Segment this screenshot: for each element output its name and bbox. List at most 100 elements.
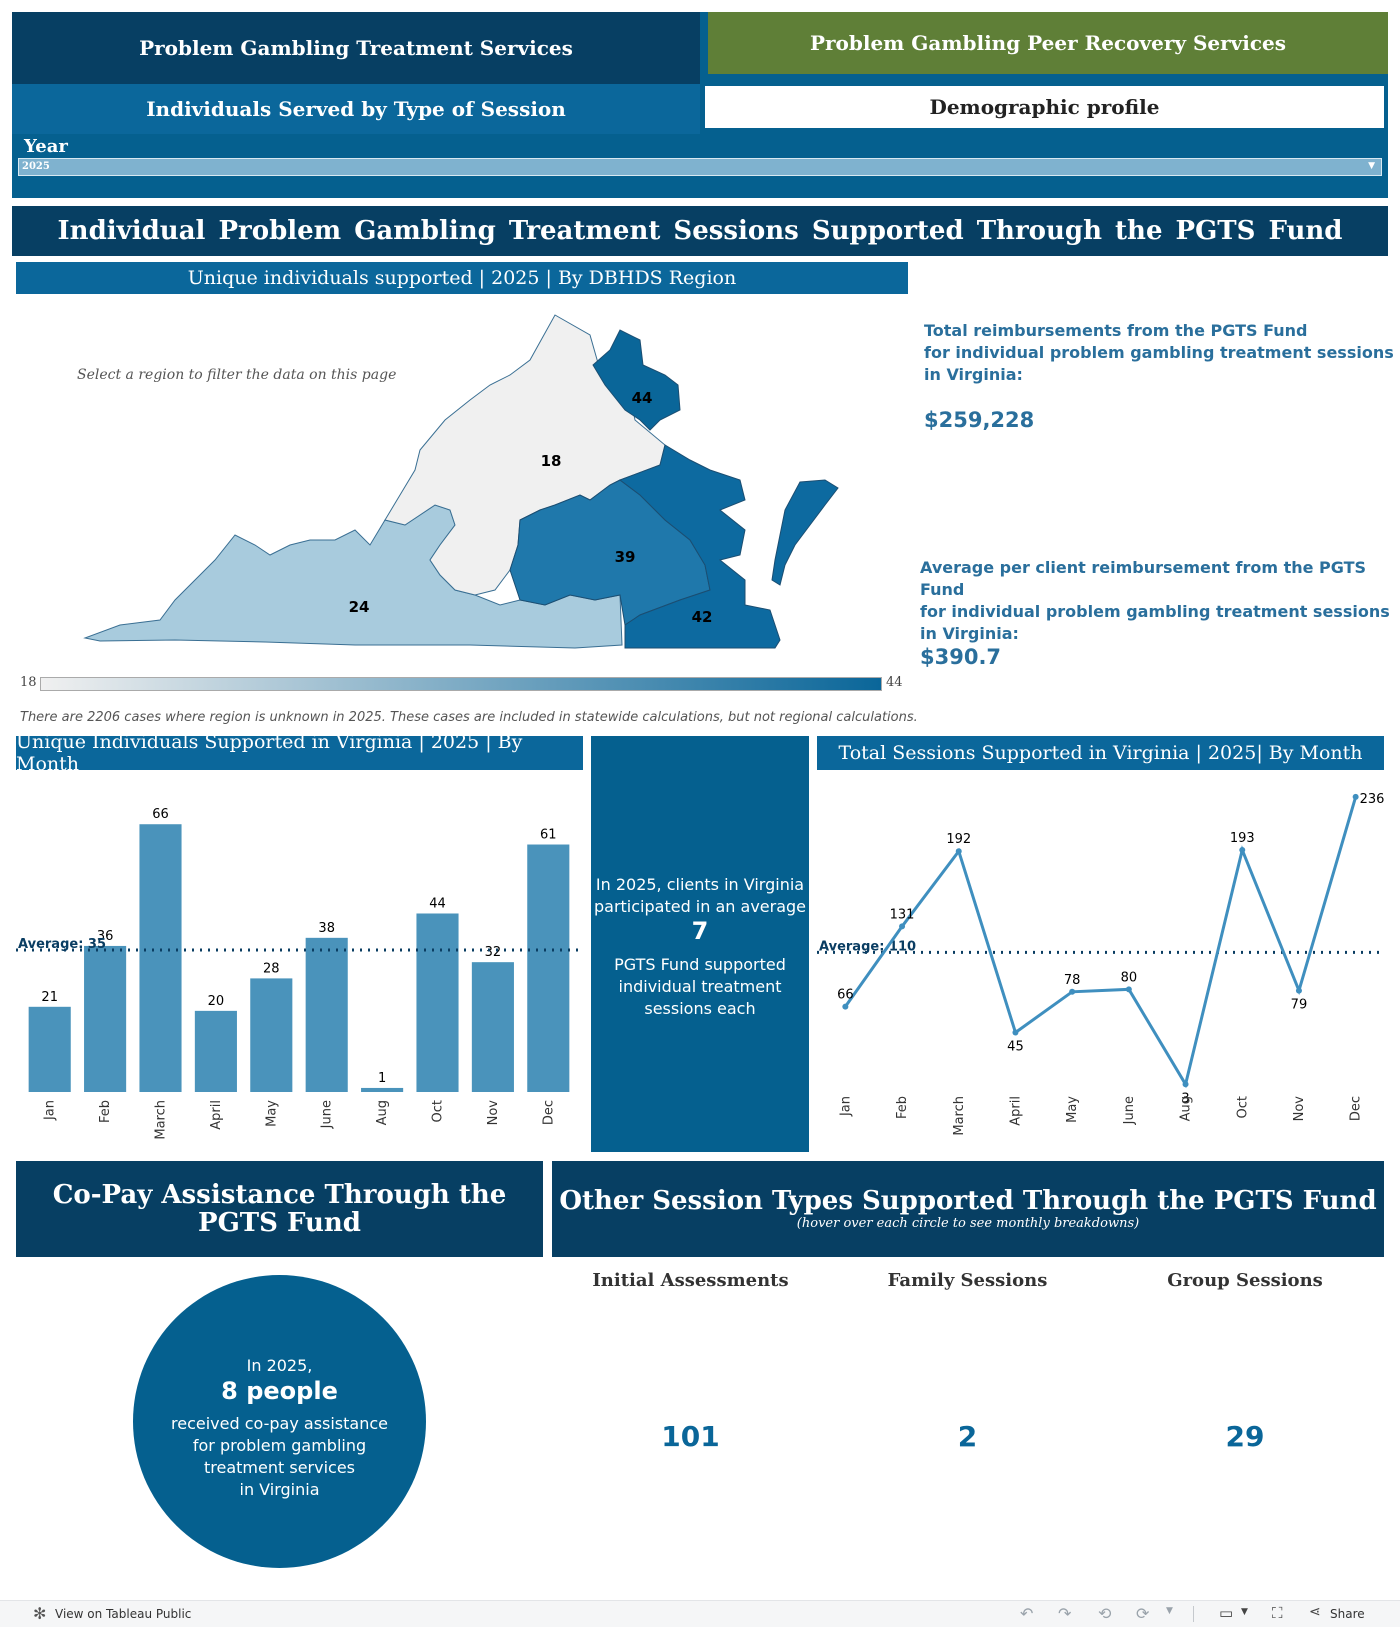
x-tick-label: Oct [1235, 1096, 1250, 1118]
avg-sessions-panel: In 2025, clients in Virginia participate… [591, 736, 809, 1152]
initial-assessments-label: Initial Assessments [592, 1270, 789, 1291]
tab-peer-recovery[interactable]: Problem Gambling Peer Recovery Services [708, 12, 1388, 74]
x-tick-label: Jan [838, 1096, 853, 1117]
point-value-label: 236 [1360, 792, 1384, 807]
copay-line-2: received co-pay assistance [171, 1414, 388, 1433]
redo-icon[interactable]: ↷ [1058, 1604, 1072, 1623]
year-filter-value: 2025 [22, 161, 50, 172]
region-eastern[interactable] [618, 444, 781, 649]
tab-treatment-services[interactable]: Problem Gambling Treatment Services [12, 12, 700, 84]
bar-chart-title: Unique Individuals Supported in Virginia… [16, 731, 583, 775]
x-tick-label: Feb [98, 1100, 113, 1123]
share-button[interactable]: Share [1330, 1607, 1365, 1621]
avg-sessions-line-1: In 2025, clients in Virginia [595, 875, 805, 894]
year-filter-dropdown[interactable]: 2025 ▼ [18, 158, 1382, 176]
avg-label-line-3: in Virginia: [920, 624, 1019, 643]
comment-icon[interactable]: ▭ [1219, 1604, 1234, 1622]
x-tick-label: Feb [895, 1096, 910, 1119]
toolbar-divider [1193, 1606, 1194, 1622]
year-filter-label: Year [24, 136, 68, 157]
comment-menu-icon[interactable]: ▼ [1241, 1607, 1248, 1617]
point-aug [1182, 1081, 1189, 1088]
bar-feb [84, 945, 127, 1092]
total-reimbursement-value: $259,228 [924, 408, 1035, 432]
line-chart-title: Total Sessions Supported in Virginia | 2… [817, 736, 1384, 770]
legend-min: 18 [20, 675, 37, 690]
avg-reimbursement-value: $390.7 [920, 645, 1002, 669]
map-label-northwestern: 18 [541, 452, 562, 470]
tableau-logo-icon: ✻ [33, 1604, 47, 1623]
copay-title-text: Co-Pay Assistance Through the PGTS Fund [52, 1180, 507, 1238]
average-label: Average: 35 [18, 937, 106, 952]
subtab-sessions[interactable]: Individuals Served by Type of Session [12, 84, 700, 134]
x-tick-label: May [1065, 1096, 1080, 1123]
x-tick-label: Nov [486, 1100, 501, 1126]
total-label-line-2: for individual problem gambling treatmen… [924, 343, 1394, 362]
copay-highlight: 8 people [221, 1377, 338, 1405]
chevron-down-icon: ▼ [1368, 161, 1375, 171]
point-value-label: 193 [1230, 831, 1255, 846]
group-sessions-value[interactable]: 29 [1225, 1420, 1265, 1453]
region-eastern-shore[interactable] [771, 479, 839, 586]
avg-sessions-line-2: participated in an average [593, 897, 807, 916]
bar-value-label: 20 [208, 994, 225, 1009]
bar-chart-title-text: Unique Individuals Supported in Virginia… [16, 731, 523, 775]
tab-treatment-label: Problem Gambling Treatment Services [139, 36, 573, 60]
x-tick-label: Dec [541, 1100, 556, 1125]
bar-jan [28, 1006, 71, 1092]
individuals-bar-chart: 21 Jan 36 Feb 66 March 20 April 28 May 38 June 1 Aug 4… [16, 807, 583, 1140]
bar-oct [416, 913, 459, 1092]
bar-value-label: 32 [485, 945, 502, 960]
point-nov [1295, 987, 1302, 994]
revert-icon[interactable]: ⟲ [1098, 1604, 1112, 1623]
point-value-label: 3 [1181, 1091, 1189, 1106]
point-may [1069, 988, 1076, 995]
map-label-eastern: 42 [692, 608, 713, 626]
x-tick-label: June [1122, 1096, 1137, 1125]
avg-label-line-1: Average per client reimbursement from th… [920, 558, 1367, 599]
refresh-icon[interactable]: ⟳ [1136, 1604, 1150, 1623]
sessions-series-line [844, 796, 1358, 1089]
avg-sessions-line-5: sessions each [644, 999, 756, 1018]
point-value-label: 45 [1007, 1040, 1024, 1055]
point-oct [1239, 846, 1246, 853]
view-on-tableau-link[interactable]: View on Tableau Public [55, 1607, 192, 1621]
initial-assessments-value[interactable]: 101 [661, 1420, 720, 1453]
map-label-northern: 44 [632, 389, 653, 407]
copay-line-5: in Virginia [239, 1480, 320, 1499]
bar-april [194, 1010, 237, 1092]
x-tick-label: April [209, 1100, 224, 1130]
bar-march [139, 824, 182, 1092]
share-icon[interactable]: ⋖ [1309, 1604, 1321, 1620]
bar-may [250, 978, 293, 1092]
bar-value-label: 21 [41, 990, 58, 1005]
x-tick-label: June [320, 1100, 335, 1129]
point-value-label: 192 [946, 832, 971, 847]
family-sessions-value[interactable]: 2 [957, 1420, 978, 1453]
subtab-demographic[interactable]: Demographic profile [703, 84, 1386, 130]
unknown-region-note: There are 2206 cases where region is unk… [20, 710, 918, 725]
bar-value-label: 1 [378, 1071, 386, 1086]
x-tick-label: Aug [375, 1100, 390, 1125]
x-tick-label: Aug [1179, 1096, 1194, 1121]
avg-sessions-line-4: individual treatment [618, 977, 782, 996]
bar-value-label: 44 [429, 896, 446, 911]
bar-value-label: 38 [318, 921, 335, 936]
region-northern[interactable] [592, 329, 681, 431]
other-sessions-title: Other Session Types Supported Through th… [552, 1161, 1384, 1257]
other-sessions-subtitle: (hover over each circle to see monthly b… [796, 1216, 1140, 1231]
map-hint: Select a region to filter the data on th… [77, 367, 397, 383]
main-title-text: Individual Problem Gambling Treatment Se… [57, 216, 1343, 246]
pause-menu-icon[interactable]: ▼ [1166, 1606, 1173, 1616]
x-tick-label: Dec [1349, 1096, 1364, 1121]
point-dec [1352, 793, 1359, 800]
undo-icon[interactable]: ↶ [1020, 1604, 1034, 1623]
other-sessions-title-text: Other Session Types Supported Through th… [559, 1186, 1377, 1216]
tab-peer-label: Problem Gambling Peer Recovery Services [809, 31, 1287, 55]
map-label-southwestern: 24 [349, 598, 370, 616]
virginia-region-map: 44 18 39 42 24 [83, 314, 839, 649]
fullscreen-icon[interactable]: ⛶ [1272, 1604, 1283, 1622]
copay-title: Co-Pay Assistance Through the PGTS Fund [16, 1161, 543, 1257]
total-reimbursement-label: Total reimbursements from the PGTS Fund … [924, 320, 1394, 386]
bar-value-label: 36 [97, 929, 114, 944]
